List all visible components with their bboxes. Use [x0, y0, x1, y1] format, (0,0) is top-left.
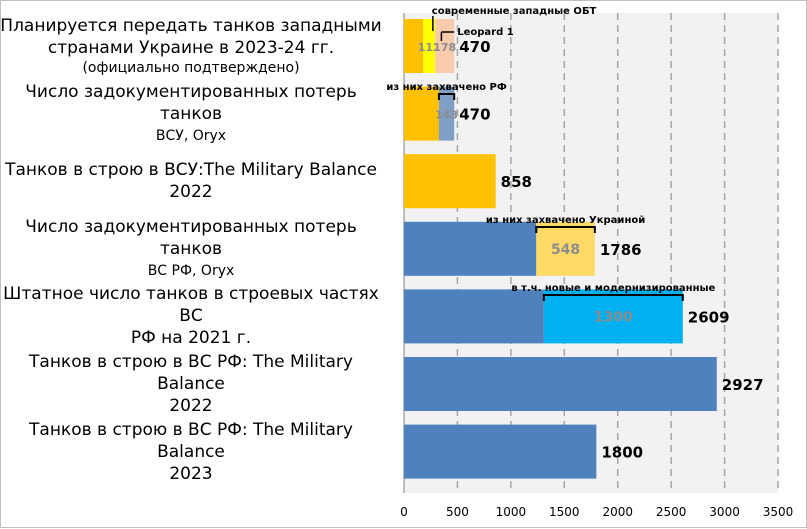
- category-label-line: Число задокументированных потерь танков: [25, 81, 357, 124]
- bar-total-label: 2609: [688, 308, 730, 326]
- x-tick-label: 1000: [496, 505, 527, 519]
- segment-value-label: 178: [433, 41, 456, 54]
- bar-segment: [404, 19, 424, 73]
- bar-segment: [543, 289, 683, 344]
- x-tick-label: 2000: [602, 505, 633, 519]
- bar-segment: [438, 86, 455, 141]
- category-label: Танков в строю в ВС РФ: The Military Bal…: [0, 419, 386, 485]
- category-label-sub: (официально подтверждено): [82, 60, 300, 76]
- category-label: Танков в строю в ВС РФ: The Military Bal…: [0, 351, 386, 417]
- annotation-text: Leopard 1: [457, 27, 514, 38]
- category-label-line: РФ на 2021 г.: [130, 328, 252, 349]
- category-label: Число задокументированных потерь танков В…: [0, 216, 386, 282]
- annotation-bracket: [535, 226, 596, 233]
- bar-segment: [404, 86, 439, 141]
- bar-total-label: 858: [501, 173, 532, 191]
- bar-segment: [404, 289, 544, 344]
- category-label: Планируется передать танков западными стр…: [0, 15, 386, 77]
- category-label-line: ВСУ, Oryx: [155, 127, 227, 144]
- category-label-line: 2023: [169, 463, 213, 484]
- annotation-text: в т.ч. новые и модернизированные: [511, 283, 715, 294]
- annotation-bracket: [542, 294, 684, 301]
- segment-value-label: 112: [418, 41, 441, 54]
- bar-segment: [423, 19, 436, 73]
- category-label-line: Число задокументированных потерь танков: [25, 216, 357, 259]
- category-label-line: Танков в строю в ВС РФ: The Military Bal…: [29, 352, 353, 394]
- category-label: Число задокументированных потерь танков В…: [0, 81, 386, 147]
- bar-total-label: 1800: [601, 444, 643, 462]
- bar-total-label: 470: [459, 106, 490, 124]
- category-label: Танков в строю в ВСУ:The Military Balanc…: [0, 159, 386, 203]
- segment-value-label: 1300: [594, 309, 633, 325]
- bar-segment: [536, 221, 595, 276]
- segment-value-label: 143: [435, 109, 458, 122]
- segment-value-label: 548: [551, 242, 580, 258]
- x-tick-label: 2500: [656, 505, 687, 519]
- annotation-text: из них захвачено РФ: [386, 82, 506, 93]
- bar-segment: [404, 357, 717, 411]
- x-tick-label: 1500: [549, 505, 580, 519]
- category-label-line: Танков в строю в ВСУ:The Military Balanc…: [5, 160, 377, 181]
- annotation-text: из них захвачено Украиной: [486, 215, 645, 226]
- annotation-text: современные западные ОБТ: [432, 6, 597, 17]
- x-tick-label: 3500: [763, 505, 794, 519]
- annotation-bracket: [437, 93, 456, 100]
- category-label-line: 2022: [169, 182, 213, 203]
- bar-segment: [404, 221, 537, 276]
- category-label-line: 2022: [169, 396, 213, 416]
- bar-segment: [404, 424, 597, 479]
- bar-total-label: 1786: [600, 241, 642, 259]
- category-label-line: Штатное число танков в строевых частях В…: [3, 284, 379, 327]
- category-label-line: ВС РФ, Oryx: [147, 262, 235, 279]
- x-tick-label: 3000: [709, 505, 740, 519]
- category-label-line: Танков в строю в ВС РФ: The Military Bal…: [29, 419, 353, 462]
- bar-total-label: 470: [459, 38, 490, 56]
- bar-segment: [404, 154, 496, 209]
- x-tick-label: 500: [446, 505, 469, 519]
- x-tick-label: 0: [400, 505, 408, 519]
- bar-total-label: 2927: [722, 376, 764, 394]
- category-label: Штатное число танков в строевых частях В…: [0, 283, 386, 349]
- category-label-line: странами Украине в 2023-24 гг.: [47, 38, 335, 58]
- category-label-line: Планируется передать танков западными: [0, 16, 382, 36]
